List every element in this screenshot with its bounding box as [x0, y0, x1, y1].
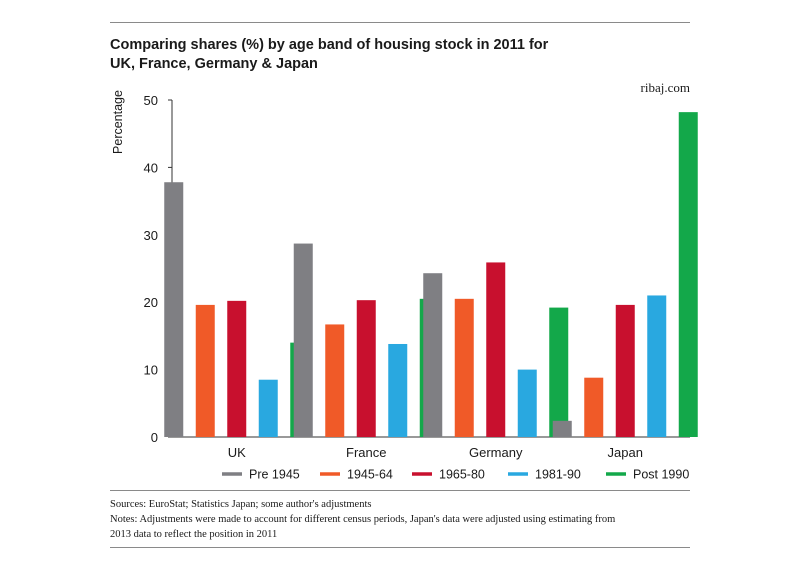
- chart-bars: [164, 112, 698, 438]
- sources-text: Sources: EuroStat; Statistics Japan; som…: [110, 499, 372, 510]
- mid-rule: [110, 490, 690, 491]
- y-tick-label: 30: [144, 228, 158, 243]
- bar: [325, 324, 345, 437]
- bar: [454, 298, 474, 437]
- legend-label: Pre 1945: [249, 468, 300, 482]
- bar: [164, 182, 184, 437]
- bar: [293, 243, 313, 437]
- x-category-label: Japan: [608, 445, 643, 460]
- notes-block: Sources: EuroStat; Statistics Japan; som…: [110, 497, 690, 542]
- x-category-label: Germany: [469, 445, 523, 460]
- source-tag: ribaj.com: [640, 80, 690, 95]
- bar: [615, 304, 635, 437]
- x-category-label: France: [346, 445, 386, 460]
- chart-title-line-2: UK, France, Germany & Japan: [110, 56, 318, 72]
- notes-text-line-1: Notes: Adjustments were made to account …: [110, 514, 616, 525]
- bottom-rule: [110, 547, 690, 548]
- chart-title: Comparing shares (%) by age band of hous…: [110, 36, 670, 74]
- bar: [552, 420, 572, 437]
- y-tick-label: 40: [144, 160, 158, 175]
- bar: [423, 273, 443, 437]
- y-axis-label: Percentage: [111, 90, 125, 154]
- bar: [584, 377, 604, 437]
- legend-label: Post 1990: [633, 468, 689, 482]
- bar: [517, 369, 537, 437]
- chart-title-line-1: Comparing shares (%) by age band of hous…: [110, 37, 549, 53]
- bar: [356, 300, 376, 437]
- legend-label: 1981-90: [535, 468, 581, 482]
- bar: [486, 262, 506, 437]
- chart-legend: Pre 1945 1945-64 1965-80 1981-90 Post 1990: [222, 468, 689, 482]
- y-tick-label: 50: [144, 93, 158, 108]
- x-category-label: UK: [228, 445, 246, 460]
- legend-label: 1945-64: [347, 468, 393, 482]
- bar: [647, 295, 667, 437]
- y-tick-label: 10: [144, 363, 158, 378]
- notes-text-line-2: 2013 data to reflect the position in 201…: [110, 529, 278, 540]
- bar: [258, 379, 278, 437]
- bar: [678, 112, 698, 438]
- y-tick-label: 20: [144, 295, 158, 310]
- y-tick-label: 0: [151, 430, 158, 445]
- chart-labels: 0 10 20 30 40 50 Percentage UK France Germany Japa…: [111, 90, 643, 460]
- top-rule: [110, 22, 690, 23]
- bar: [227, 300, 247, 437]
- bar: [195, 304, 215, 437]
- bar: [388, 343, 408, 437]
- legend-label: 1965-80: [439, 468, 485, 482]
- bar: [549, 307, 569, 437]
